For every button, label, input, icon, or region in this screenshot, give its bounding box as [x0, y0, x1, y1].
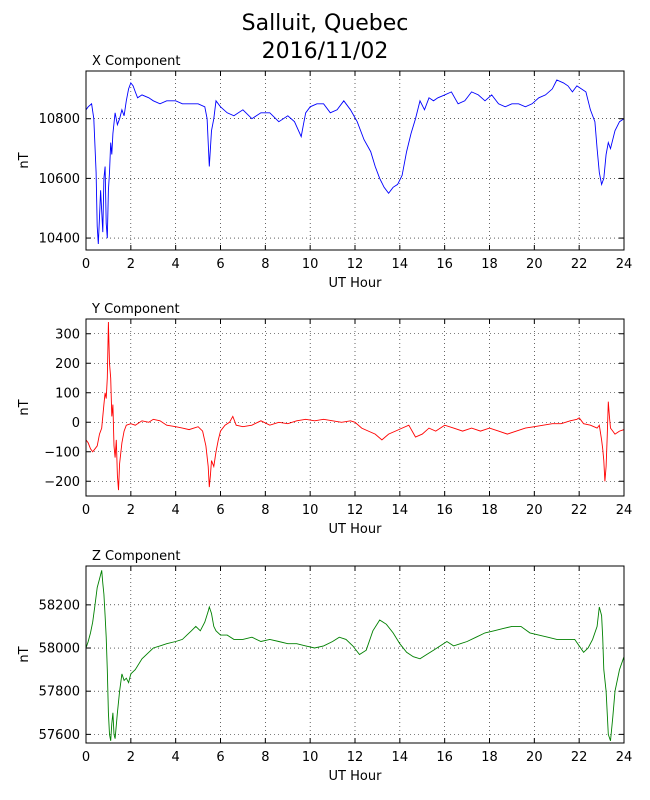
x-component-xtick-label: 4 — [172, 257, 180, 272]
y-component-xtick-label: 10 — [302, 503, 319, 518]
z-component-xtick-label: 22 — [571, 750, 588, 765]
x-component-xtick-label: 8 — [261, 257, 269, 272]
x-component-data-line — [86, 79, 624, 245]
y-component-xtick-label: 14 — [392, 503, 409, 518]
x-component-xtick-label: 20 — [526, 257, 543, 272]
y-component-xtick-label: 6 — [216, 503, 224, 518]
y-component-xtick-label: 22 — [571, 503, 588, 518]
y-component-ytick-label: 0 — [72, 416, 80, 431]
x-component-xtick-label: 14 — [392, 257, 409, 272]
z-component-xtick-label: 4 — [172, 750, 180, 765]
x-component-xtick-label: 24 — [616, 257, 633, 272]
y-component-xtick-label: 0 — [82, 503, 90, 518]
z-component-xtick-label: 20 — [526, 750, 543, 765]
z-component-xtick-label: 0 — [82, 750, 90, 765]
x-component-title: X Component — [92, 54, 181, 69]
y-component-xtick-label: 18 — [481, 503, 498, 518]
figure-title-line1: Salluit, Quebec — [241, 11, 409, 36]
z-component-ytick-label: 58000 — [39, 642, 80, 657]
y-component-xtick-label: 20 — [526, 503, 543, 518]
z-component-xtick-label: 12 — [347, 750, 364, 765]
y-component-ytick-label: 300 — [55, 327, 80, 342]
x-component-xtick-label: 0 — [82, 257, 90, 272]
x-component-xtick-label: 16 — [436, 257, 453, 272]
y-component-xtick-label: 24 — [616, 503, 633, 518]
z-component-xtick-label: 24 — [616, 750, 633, 765]
y-component-ytick-label: −200 — [44, 475, 80, 490]
x-component-xtick-label: 12 — [347, 257, 364, 272]
y-component-xtick-label: 16 — [436, 503, 453, 518]
y-component-title: Y Component — [91, 302, 180, 317]
y-component-ylabel: nT — [17, 399, 32, 415]
x-component-ytick-label: 10400 — [39, 232, 80, 247]
y-component-xtick-label: 4 — [172, 503, 180, 518]
z-component-xtick-label: 16 — [436, 750, 453, 765]
y-component-ytick-label: −100 — [44, 445, 80, 460]
y-component-xlabel: UT Hour — [329, 522, 383, 537]
z-component-data-line — [86, 570, 624, 741]
z-component-xtick-label: 2 — [127, 750, 135, 765]
z-component-xtick-label: 10 — [302, 750, 319, 765]
z-component-ytick-label: 58200 — [39, 598, 80, 613]
y-component-xtick-label: 2 — [127, 503, 135, 518]
figure-title-line2: 2016/11/02 — [261, 39, 389, 64]
z-component-xtick-label: 14 — [392, 750, 409, 765]
x-component-xlabel: UT Hour — [329, 276, 383, 291]
y-component-ytick-label: 100 — [55, 386, 80, 401]
x-component-xtick-label: 10 — [302, 257, 319, 272]
x-component-ytick-label: 10800 — [39, 112, 80, 127]
x-component-ytick-label: 10600 — [39, 172, 80, 187]
x-component-ylabel: nT — [17, 152, 32, 168]
x-component-xtick-label: 6 — [216, 257, 224, 272]
z-component-ytick-label: 57600 — [39, 728, 80, 743]
y-component-xtick-label: 8 — [261, 503, 269, 518]
y-component-xtick-label: 12 — [347, 503, 364, 518]
z-component-ylabel: nT — [17, 646, 32, 662]
y-component-ytick-label: 200 — [55, 357, 80, 372]
z-component-title: Z Component — [92, 549, 181, 564]
x-component-xtick-label: 22 — [571, 257, 588, 272]
x-component-xtick-label: 2 — [127, 257, 135, 272]
figure-title: Salluit, Quebec 2016/11/02 — [0, 10, 650, 66]
y-component-data-line — [86, 321, 624, 491]
z-component-xtick-label: 8 — [261, 750, 269, 765]
z-component-xtick-label: 6 — [216, 750, 224, 765]
z-component-ytick-label: 57800 — [39, 685, 80, 700]
z-component-xtick-label: 18 — [481, 750, 498, 765]
x-component-xtick-label: 18 — [481, 257, 498, 272]
z-component-xlabel: UT Hour — [329, 769, 383, 784]
